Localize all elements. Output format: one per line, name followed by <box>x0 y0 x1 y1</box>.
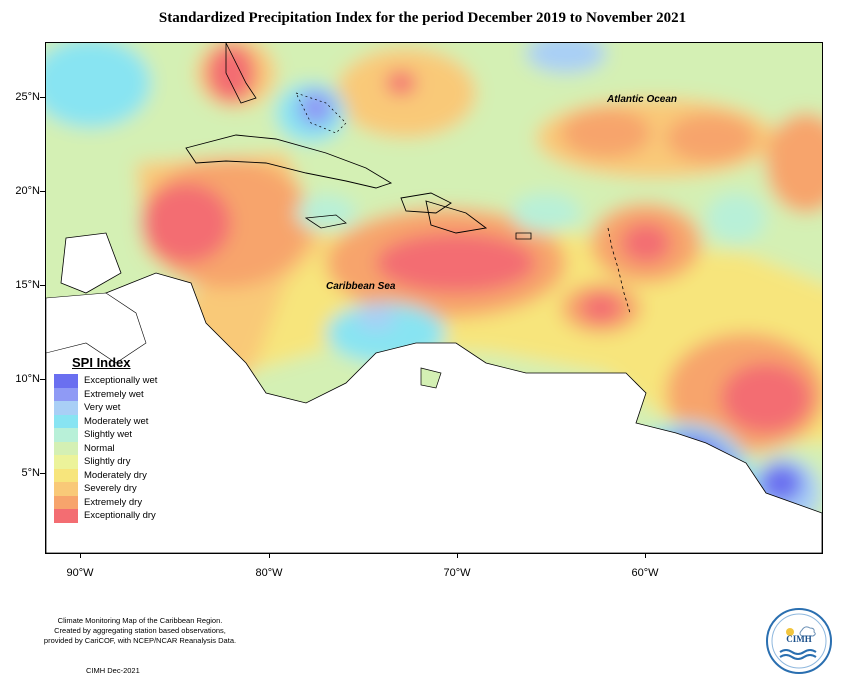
cimh-logo-graphic <box>771 613 827 669</box>
legend-label: Slightly wet <box>84 429 133 441</box>
logo-text: CIMH <box>786 634 812 644</box>
lon-label-80: 80°W <box>255 567 283 579</box>
spi-legend: SPI Index Exceptionally wet Extremely wet… <box>54 355 174 523</box>
cloud-icon <box>799 626 816 637</box>
lon-tick-70 <box>457 553 458 558</box>
legend-rows: Exceptionally wet Extremely wet Very wet Mo… <box>54 374 174 523</box>
spi-map <box>45 42 823 554</box>
atlantic-ocean-label: Atlantic Ocean <box>607 94 678 105</box>
legend-swatch <box>54 468 78 482</box>
legend-swatch <box>54 495 78 509</box>
legend-swatch <box>54 387 78 401</box>
legend-swatch <box>54 441 78 455</box>
legend-item: Extremely wet <box>54 387 174 401</box>
lat-tick-20 <box>40 191 45 192</box>
lat-label-20: 20°N <box>15 185 40 197</box>
lat-label-5: 5°N <box>21 467 40 479</box>
lon-tick-90 <box>80 553 81 558</box>
legend-item: Moderately dry <box>54 468 174 482</box>
legend-item: Severely dry <box>54 482 174 496</box>
caribbean-sea-label: Caribbean Sea <box>326 281 396 292</box>
footer-line-1: Climate Monitoring Map of the Caribbean … <box>57 616 223 625</box>
lat-label-15: 15°N <box>15 279 40 291</box>
legend-label: Exceptionally dry <box>84 510 156 522</box>
legend-label: Moderately dry <box>84 469 147 481</box>
legend-item: Moderately wet <box>54 414 174 428</box>
legend-item: Normal <box>54 441 174 455</box>
legend-item: Slightly dry <box>54 455 174 469</box>
footer-date: CIMH Dec-2021 <box>86 666 140 675</box>
sun-icon <box>786 628 794 636</box>
spi-map-canvas <box>46 43 822 553</box>
legend-swatch <box>54 482 78 496</box>
lat-label-25: 25°N <box>15 91 40 103</box>
legend-item: Exceptionally dry <box>54 509 174 523</box>
legend-swatch <box>54 455 78 469</box>
legend-swatch <box>54 509 78 523</box>
legend-item: Slightly wet <box>54 428 174 442</box>
legend-swatch <box>54 401 78 415</box>
lon-label-60: 60°W <box>631 567 659 579</box>
legend-item: Exceptionally wet <box>54 374 174 388</box>
lat-label-10: 10°N <box>15 373 40 385</box>
lon-label-90: 90°W <box>66 567 94 579</box>
legend-label: Extremely wet <box>84 388 144 400</box>
legend-label: Normal <box>84 442 115 454</box>
legend-swatch <box>54 414 78 428</box>
legend-label: Exceptionally wet <box>84 375 158 387</box>
lon-tick-80 <box>269 553 270 558</box>
legend-label: Slightly dry <box>84 456 131 468</box>
lon-label-70: 70°W <box>443 567 471 579</box>
legend-label: Extremely dry <box>84 496 143 508</box>
footer-line-3: provided by CariCOF, with NCEP/NCAR Rean… <box>43 636 237 645</box>
lat-tick-5 <box>40 473 45 474</box>
legend-swatch <box>54 374 78 388</box>
legend-label: Moderately wet <box>84 415 149 427</box>
cimh-logo: CIMH <box>766 608 832 674</box>
lat-tick-25 <box>40 97 45 98</box>
legend-label: Very wet <box>84 402 121 414</box>
footer-credits: Climate Monitoring Map of the Caribbean … <box>30 616 250 646</box>
footer-line-2: Created by aggregating station based obs… <box>54 626 226 635</box>
legend-title: SPI Index <box>72 355 131 370</box>
legend-item: Extremely dry <box>54 495 174 509</box>
lon-tick-60 <box>645 553 646 558</box>
legend-item: Very wet <box>54 401 174 415</box>
lat-tick-10 <box>40 379 45 380</box>
legend-swatch <box>54 428 78 442</box>
lat-tick-15 <box>40 285 45 286</box>
legend-label: Severely dry <box>84 483 137 495</box>
map-title: Standardized Precipitation Index for the… <box>158 10 687 26</box>
